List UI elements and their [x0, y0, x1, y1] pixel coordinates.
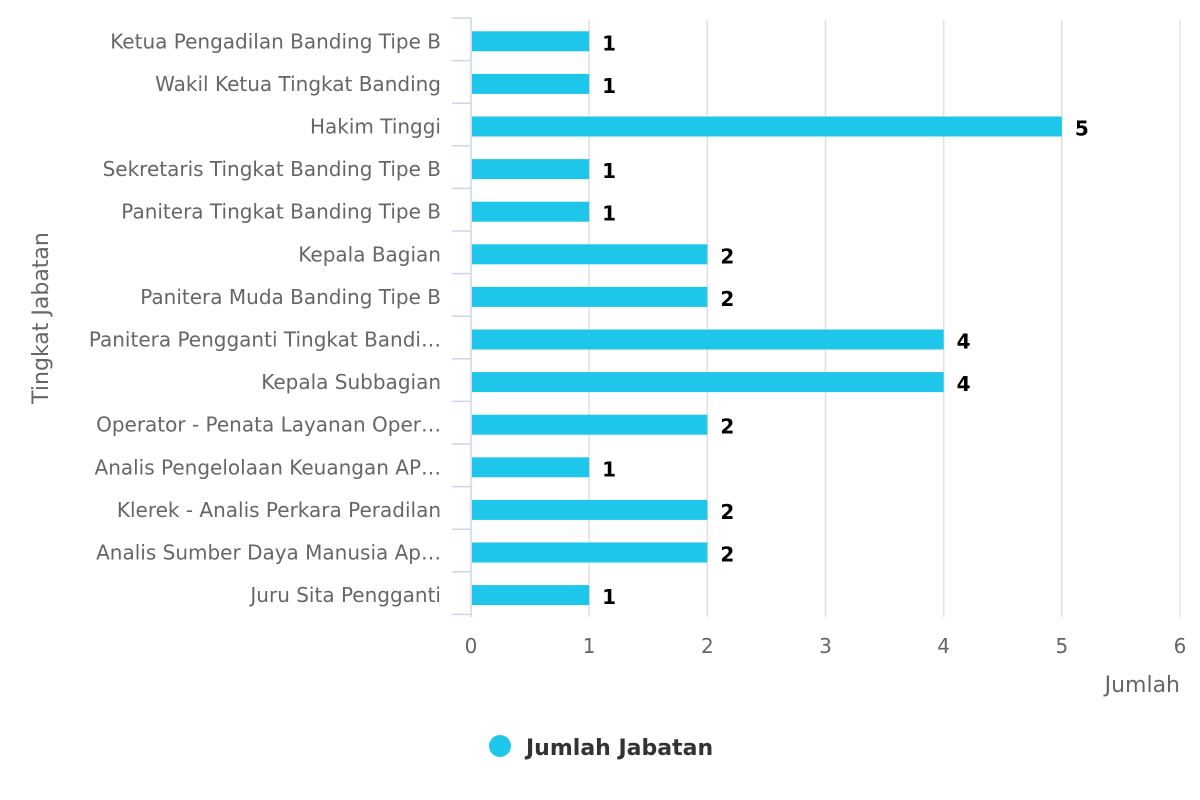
category-label: Analis Pengelolaan Keuangan AP… [95, 455, 441, 479]
bar[interactable] [472, 372, 944, 393]
category-label: Panitera Tingkat Banding Tipe B [121, 200, 441, 224]
axes [452, 17, 472, 617]
bar[interactable] [472, 499, 708, 520]
x-tick-label: 6 [1174, 634, 1187, 658]
data-label: 2 [720, 500, 734, 524]
data-label: 1 [602, 31, 616, 55]
bar[interactable] [472, 201, 590, 222]
bar[interactable] [472, 286, 708, 307]
data-label: 2 [720, 415, 734, 439]
category-label: Klerek - Analis Perkara Peradilan [117, 498, 441, 522]
data-label: 1 [602, 585, 616, 609]
bar[interactable] [472, 159, 590, 180]
category-label: Wakil Ketua Tingkat Banding [155, 72, 441, 96]
gridlines [588, 20, 1181, 617]
legend-label: Jumlah Jabatan [524, 736, 713, 761]
x-tick-label: 4 [937, 634, 950, 658]
category-label: Hakim Tinggi [310, 115, 441, 139]
data-label: 2 [720, 244, 734, 268]
legend[interactable]: Jumlah Jabatan [489, 735, 713, 761]
bar[interactable] [472, 457, 590, 478]
category-label: Panitera Pengganti Tingkat Bandi… [89, 328, 441, 352]
data-label: 5 [1075, 117, 1089, 141]
category-label: Kepala Subbagian [261, 370, 441, 394]
bar[interactable] [472, 329, 944, 350]
bar[interactable] [472, 116, 1062, 137]
bar[interactable] [472, 585, 590, 606]
bar[interactable] [472, 244, 708, 265]
y-axis-title: Tingkat Jabatan [29, 232, 54, 405]
data-label: 1 [602, 159, 616, 183]
category-label: Ketua Pengadilan Banding Tipe B [110, 29, 441, 53]
x-tick-label: 1 [583, 634, 596, 658]
category-label: Operator - Penata Layanan Oper… [96, 413, 441, 437]
data-label: 1 [602, 202, 616, 226]
data-label: 4 [957, 330, 971, 354]
x-axis-title: Jumlah [1103, 673, 1180, 698]
data-label: 4 [957, 372, 971, 396]
data-label: 1 [602, 74, 616, 98]
x-tick-label: 5 [1055, 634, 1068, 658]
labels: 0 1 2 3 4 5 6 Ketua Pengadilan Banding Tipe B 1 W… [89, 29, 1187, 658]
x-tick-label: 0 [465, 634, 478, 658]
category-label: Juru Sita Pengganti [248, 583, 441, 607]
data-label: 1 [602, 457, 616, 481]
data-label: 2 [720, 287, 734, 311]
x-tick-label: 3 [819, 634, 832, 658]
bar[interactable] [472, 73, 590, 94]
category-label: Panitera Muda Banding Tipe B [140, 285, 441, 309]
bar[interactable] [472, 542, 708, 563]
bar[interactable] [472, 414, 708, 435]
category-label: Kepala Bagian [298, 242, 441, 266]
legend-marker [489, 735, 511, 757]
bar[interactable] [472, 31, 590, 52]
category-label: Analis Sumber Daya Manusia Ap… [96, 541, 441, 565]
bars [472, 31, 1062, 606]
x-tick-label: 2 [701, 634, 714, 658]
category-label: Sekretaris Tingkat Banding Tipe B [103, 157, 441, 181]
data-label: 2 [720, 543, 734, 567]
